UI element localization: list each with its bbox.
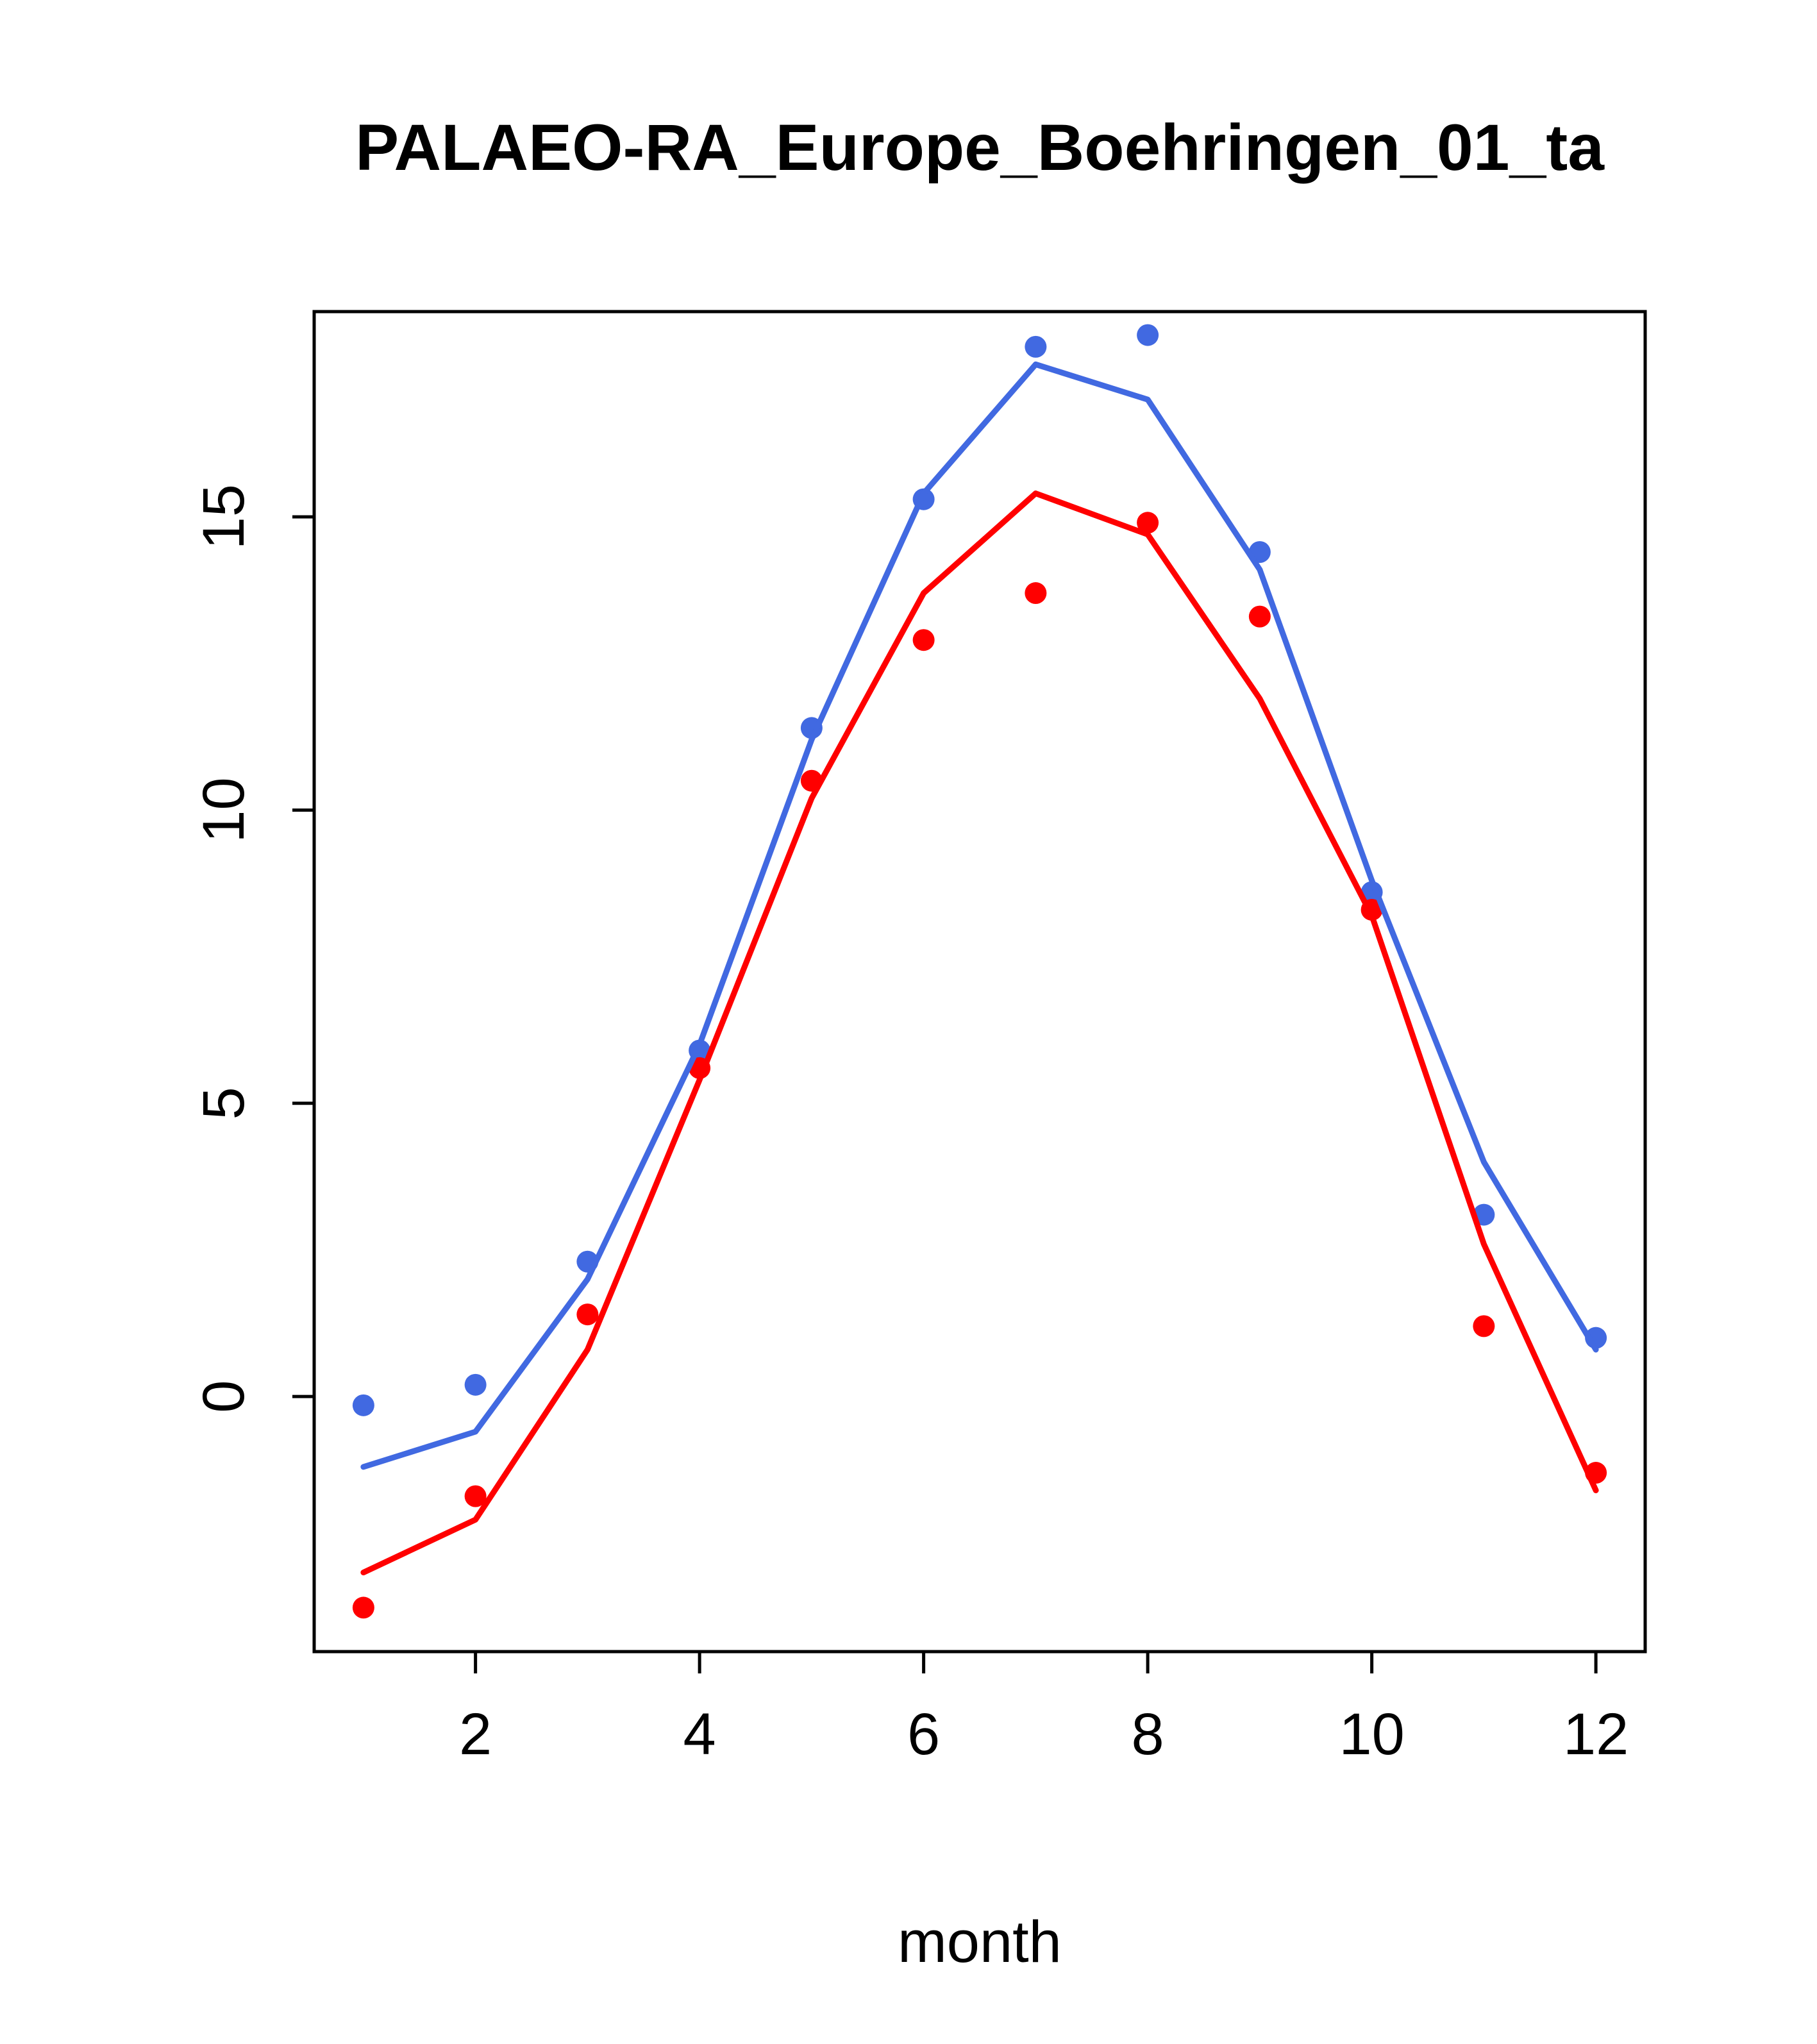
y-tick-label: 5 [191,1087,256,1119]
data-point [576,1303,599,1326]
x-axis-label: month [898,1909,1062,1975]
data-point [1025,335,1047,358]
data-point [912,629,935,651]
data-point [1248,605,1271,628]
x-tick-label: 10 [1339,1702,1404,1767]
chart-title: PALAEO-RA_Europe_Boehringen_01_ta [355,111,1605,184]
chart-series [352,324,1607,1619]
series-red-points [352,512,1607,1619]
data-point [352,1596,374,1619]
data-point [1473,1315,1495,1337]
data-point [1137,324,1159,346]
data-point [1025,582,1047,605]
data-point [1137,512,1159,534]
series-blue-points [352,324,1607,1416]
axis-ticks: 2 4 6 8 10 12 0 5 10 15 [191,484,1629,1767]
y-tick-label: 0 [191,1380,256,1413]
y-tick-label: 10 [191,777,256,842]
x-tick-label: 6 [907,1702,940,1767]
x-tick-label: 8 [1132,1702,1164,1767]
x-tick-label: 2 [459,1702,492,1767]
data-point [352,1394,374,1416]
series-red-line [360,490,1599,1576]
x-tick-label: 4 [683,1702,716,1767]
plot-border [312,310,1647,1654]
data-point [464,1485,487,1507]
y-tick-label: 15 [191,484,256,549]
x-tick-label: 12 [1563,1702,1629,1767]
series-blue-line [360,361,1599,1470]
data-point [464,1373,487,1396]
